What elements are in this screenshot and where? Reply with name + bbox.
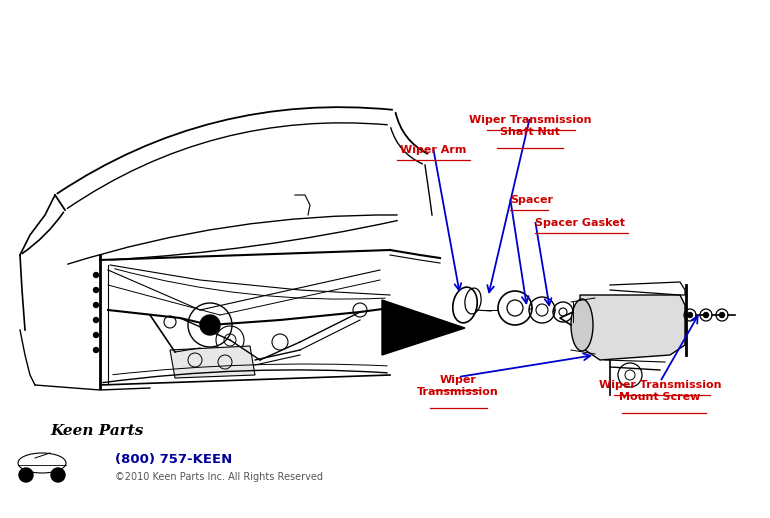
Text: Spacer Gasket: Spacer Gasket bbox=[535, 218, 625, 228]
Text: ©2010 Keen Parts Inc. All Rights Reserved: ©2010 Keen Parts Inc. All Rights Reserve… bbox=[115, 472, 323, 482]
Circle shape bbox=[704, 312, 708, 318]
Text: Spacer: Spacer bbox=[510, 195, 553, 205]
Text: Wiper Transmission
Mount Screw: Wiper Transmission Mount Screw bbox=[599, 380, 721, 401]
Text: Wiper
Transmission: Wiper Transmission bbox=[417, 375, 499, 397]
Circle shape bbox=[93, 348, 99, 353]
Circle shape bbox=[200, 315, 220, 335]
Polygon shape bbox=[170, 346, 255, 378]
Text: Keen Parts: Keen Parts bbox=[50, 424, 143, 438]
Text: (800) 757-KEEN: (800) 757-KEEN bbox=[115, 453, 233, 466]
Circle shape bbox=[93, 333, 99, 338]
Circle shape bbox=[93, 287, 99, 293]
Ellipse shape bbox=[571, 299, 593, 351]
Circle shape bbox=[51, 468, 65, 482]
Polygon shape bbox=[580, 295, 685, 360]
Circle shape bbox=[93, 303, 99, 308]
Circle shape bbox=[93, 272, 99, 278]
Text: Wiper Arm: Wiper Arm bbox=[400, 145, 466, 155]
Text: Wiper Transmission
Shaft Nut: Wiper Transmission Shaft Nut bbox=[469, 115, 591, 137]
Circle shape bbox=[559, 308, 567, 316]
Polygon shape bbox=[382, 300, 465, 355]
Circle shape bbox=[19, 468, 33, 482]
Circle shape bbox=[719, 312, 725, 318]
Circle shape bbox=[93, 318, 99, 323]
Circle shape bbox=[688, 312, 692, 318]
